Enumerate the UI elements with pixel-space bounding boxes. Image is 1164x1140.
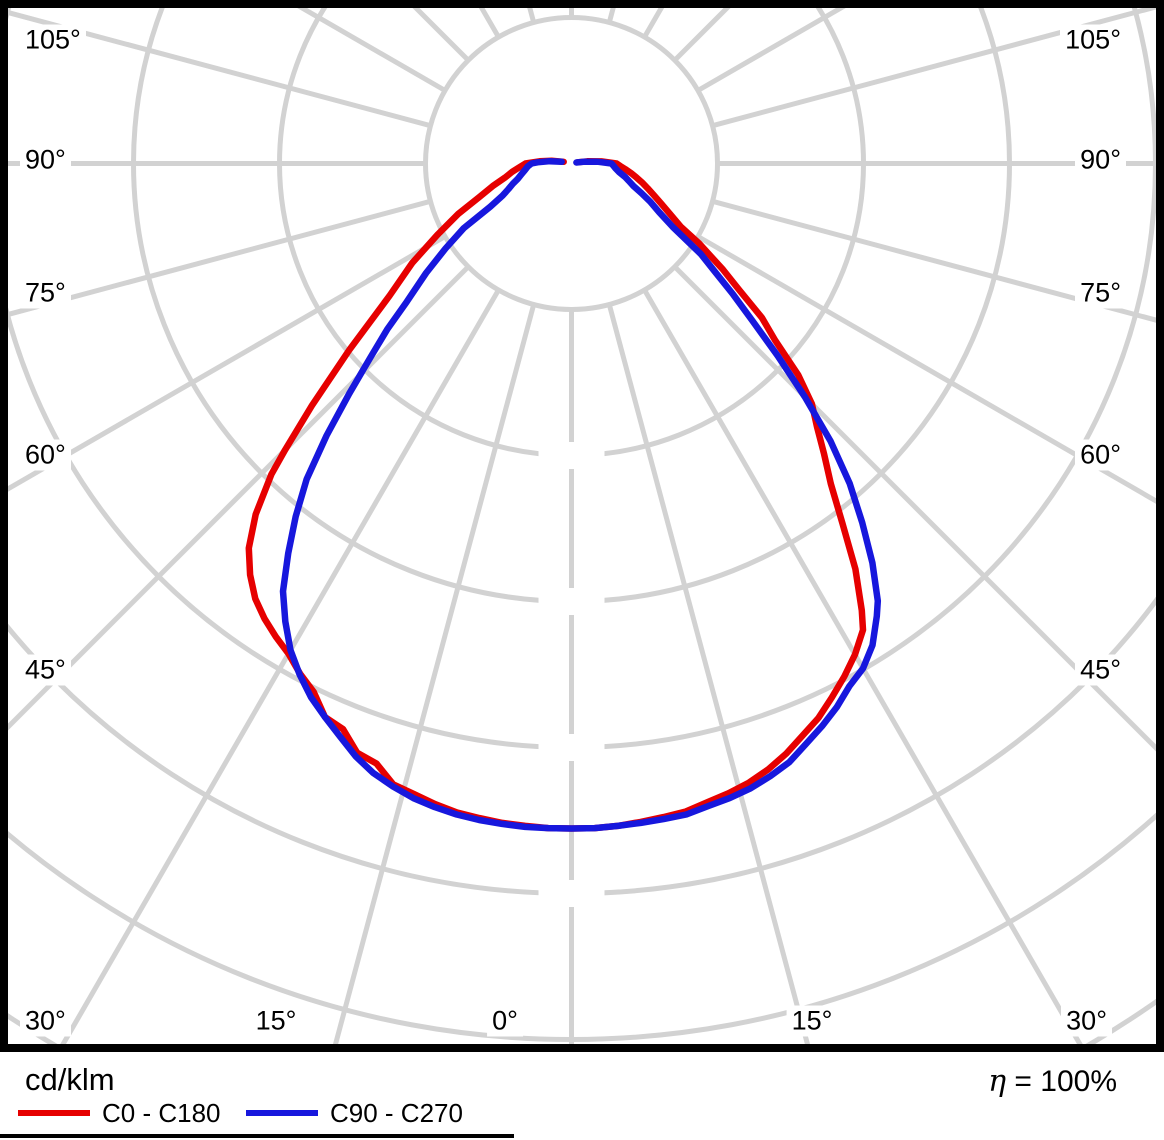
- polar-grid-spoke: [8, 9, 432, 129]
- polar-grid-spoke: [8, 198, 432, 318]
- efficiency-readout: η = 100%: [988, 1064, 1117, 1099]
- ring-label-box: [538, 734, 605, 761]
- polar-grid-spoke: [711, 198, 1156, 323]
- polar-grid-spoke: [711, 8, 1156, 129]
- polar-grid: [8, 8, 1156, 1044]
- chart-frame: [0, 0, 1164, 1052]
- polar-grid-spoke: [696, 234, 1156, 504]
- gamma-tick-label: 15°: [786, 1005, 838, 1037]
- polar-grid-spoke: [606, 303, 811, 1044]
- gamma-tick-label: 60°: [20, 439, 71, 471]
- c90-c270-line-swatch: [246, 1110, 318, 1116]
- gamma-tick-label: 75°: [1075, 277, 1126, 309]
- c0-c180-line-swatch: [18, 1110, 90, 1116]
- curve-c90-c270: [279, 157, 882, 832]
- gamma-tick-label: 15°: [250, 1005, 302, 1037]
- gamma-tick-label: 105°: [20, 24, 86, 56]
- eta-symbol: η: [988, 1064, 1007, 1099]
- gamma-tick-label: 90°: [20, 144, 71, 176]
- chart-footer: cd/klm η = 100% C0 - C180 C90 - C270: [0, 1052, 1164, 1140]
- polar-grid-spoke: [672, 264, 1156, 752]
- gamma-tick-label: 75°: [20, 277, 71, 309]
- legend-item-c90-c270: C90 - C270: [246, 1100, 463, 1126]
- curve-c0-c180: [245, 157, 867, 832]
- gamma-tick-label: 30°: [20, 1005, 71, 1037]
- ring-label-box: [538, 588, 605, 615]
- ring-label-box: [538, 442, 605, 469]
- gamma-tick-label: 105°: [1060, 24, 1126, 56]
- polar-grid-spoke: [642, 288, 1083, 1044]
- legend-label-c90-c270: C90 - C270: [330, 1098, 463, 1128]
- polar-grid-spoke: [332, 303, 537, 1044]
- polar-grid-ring: [423, 15, 720, 312]
- equals-sign: =: [1014, 1065, 1032, 1098]
- units-label: cd/klm: [25, 1062, 115, 1097]
- polar-grid-spoke: [8, 264, 471, 731]
- footer-rule: [0, 1134, 514, 1138]
- polar-intensity-chart: [0, 0, 1164, 1052]
- efficiency-value: 100%: [1040, 1065, 1117, 1098]
- gamma-tick-label: 60°: [1075, 439, 1126, 471]
- polar-grid-spoke: [60, 288, 501, 1044]
- legend: C0 - C180 C90 - C270: [0, 1100, 1164, 1134]
- gamma-tick-label: 30°: [1061, 1005, 1112, 1037]
- polar-grid-spoke: [8, 234, 447, 492]
- polar-grid-ring: [8, 812, 1156, 1042]
- gamma-tick-label: 45°: [20, 654, 71, 686]
- gamma-tick-label: 0°: [487, 1005, 523, 1037]
- gamma-tick-label: 45°: [1075, 654, 1126, 686]
- legend-item-c0-c180: C0 - C180: [18, 1100, 221, 1126]
- polar-grid-ring: [8, 8, 1156, 750]
- ring-label-box: [538, 880, 605, 907]
- legend-label-c0-c180: C0 - C180: [102, 1098, 221, 1128]
- gamma-tick-label: 90°: [1075, 144, 1126, 176]
